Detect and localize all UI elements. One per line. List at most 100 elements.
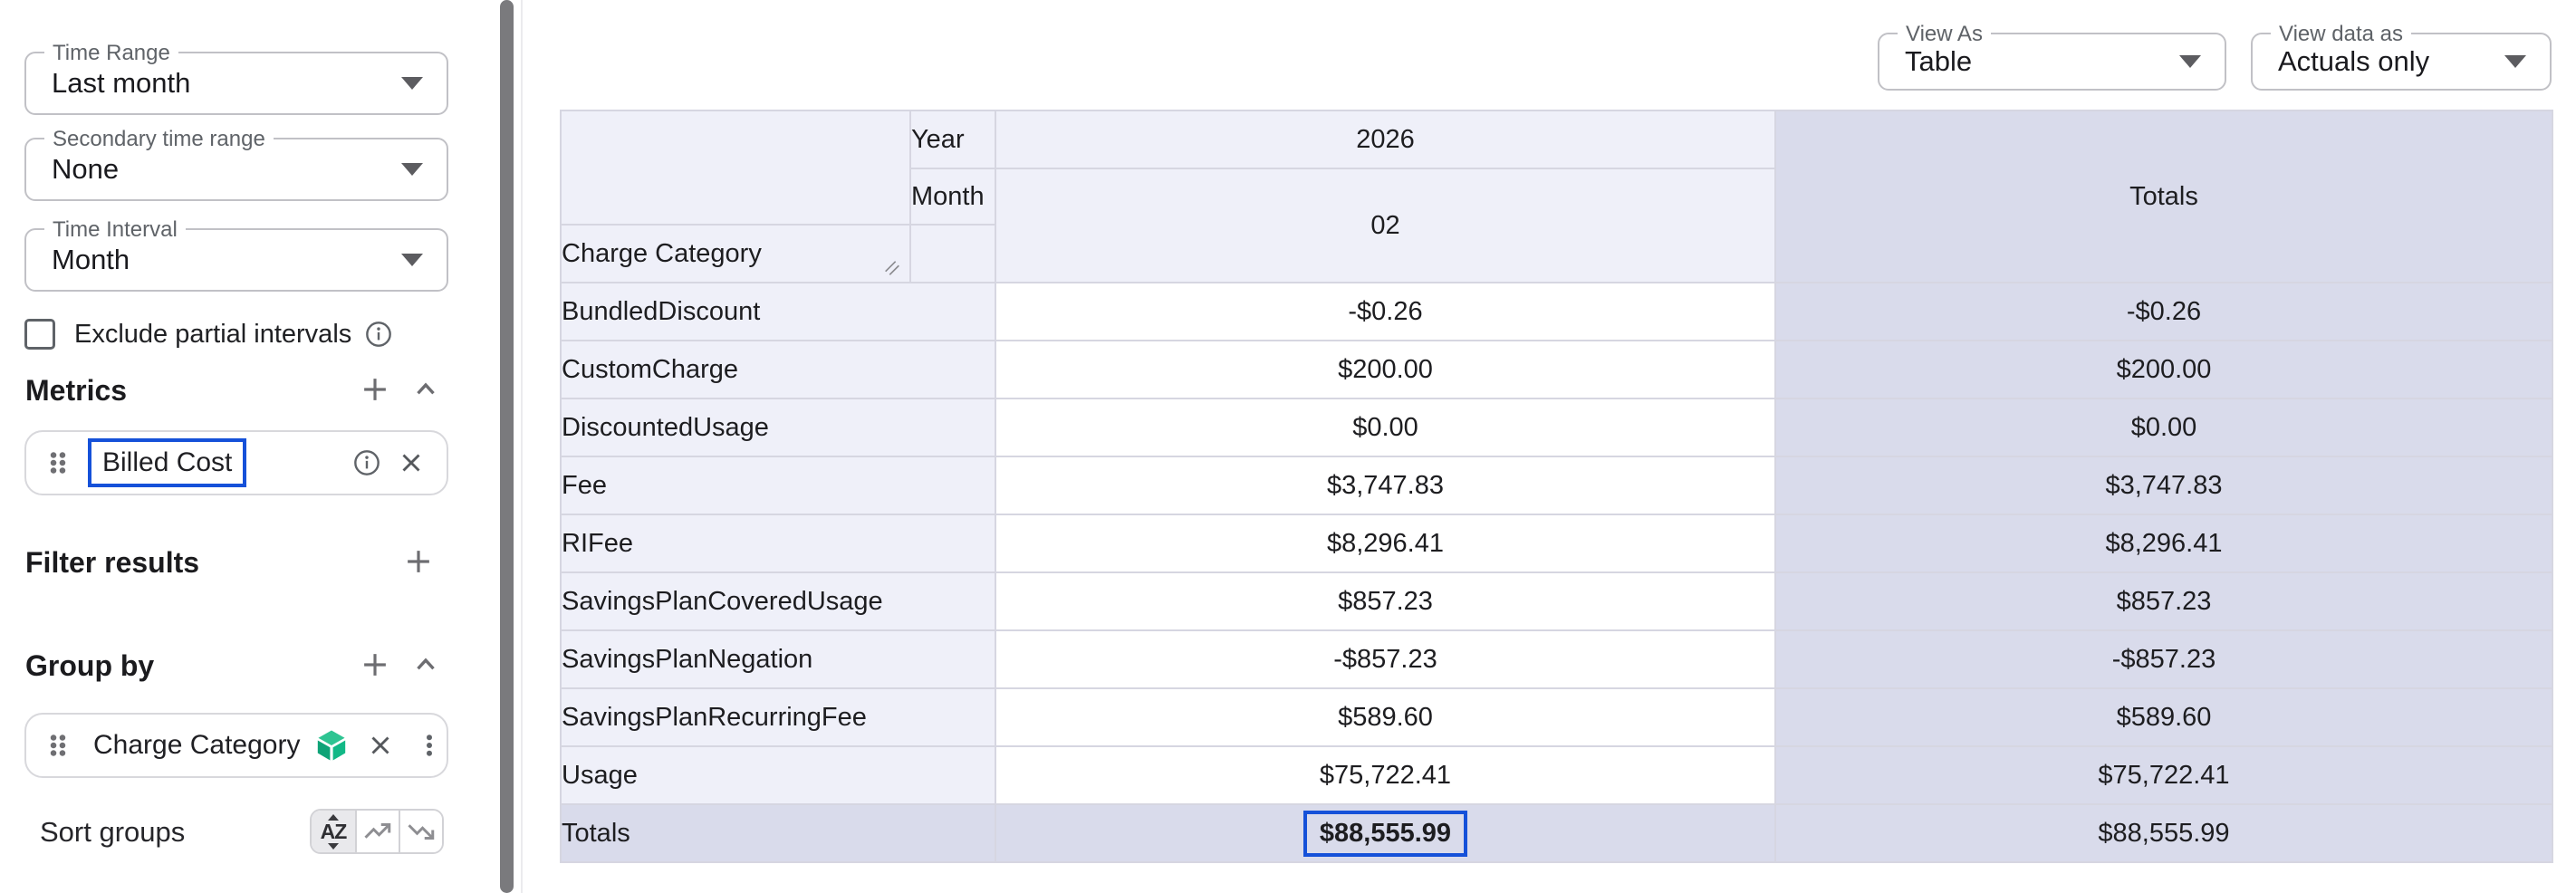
time-interval-select[interactable]: Time Interval Month	[24, 216, 448, 292]
view-as-value: Table	[1905, 45, 1973, 77]
total-value-cell: $75,722.41	[1774, 745, 2553, 805]
add-group-button[interactable]	[355, 645, 395, 685]
trending-up-icon	[364, 823, 391, 839]
time-interval-label: Time Interval	[44, 216, 186, 244]
trending-down-icon	[408, 824, 435, 840]
totals-row-label: Totals	[560, 803, 996, 863]
table-header-empty-cell	[909, 224, 996, 283]
year-header-label: Year	[909, 110, 996, 169]
metric-name: Billed Cost	[102, 447, 233, 477]
row-label-cell: SavingsPlanNegation	[560, 629, 996, 689]
dropdown-arrow-icon	[401, 77, 423, 90]
year-header-value: 2026	[995, 110, 1776, 169]
add-filter-button[interactable]	[399, 542, 438, 581]
view-as-label: View As	[1898, 21, 1991, 48]
totals-row: Totals $88,555.99 $88,555.99	[560, 803, 2553, 863]
dropdown-arrow-icon	[2179, 55, 2201, 68]
row-label-cell: SavingsPlanRecurringFee	[560, 687, 996, 747]
sort-alpha-icon: AZ	[321, 813, 347, 850]
collapse-metrics-icon[interactable]	[406, 370, 446, 409]
total-value-cell: $200.00	[1774, 340, 2553, 399]
row-label-cell: Usage	[560, 745, 996, 805]
month-value-cell: -$0.26	[995, 282, 1776, 341]
row-label-cell: BundledDiscount	[560, 282, 996, 341]
month-value-cell: $0.00	[995, 398, 1776, 457]
time-range-select[interactable]: Time Range Last month	[24, 40, 448, 115]
row-label-cell: Fee	[560, 456, 996, 515]
secondary-time-range-value: None	[52, 153, 120, 185]
exclude-partial-intervals-row: Exclude partial intervals	[24, 319, 393, 350]
view-as-select[interactable]: View As Table	[1878, 21, 2226, 91]
sort-groups-toggle: AZ	[310, 809, 444, 854]
row-label-cell: CustomCharge	[560, 340, 996, 399]
info-icon[interactable]	[364, 320, 393, 349]
filters-sidebar: Time Range Last month Secondary time ran…	[0, 0, 500, 893]
table-row: BundledDiscount -$0.26 -$0.26	[560, 282, 2553, 341]
sort-groups-label: Sort groups	[40, 816, 186, 848]
dropdown-arrow-icon	[401, 254, 423, 266]
total-value-cell: $0.00	[1774, 398, 2553, 457]
time-range-value: Last month	[52, 67, 191, 99]
view-data-as-label: View data as	[2271, 21, 2411, 48]
total-value-cell: -$0.26	[1774, 282, 2553, 341]
totals-month-value-cell[interactable]: $88,555.99	[995, 803, 1776, 863]
month-value-cell: -$857.23	[995, 629, 1776, 689]
row-label-cell: RIFee	[560, 514, 996, 573]
table-row: SavingsPlanCoveredUsage $857.23 $857.23	[560, 571, 2553, 631]
row-dimension-header: Charge Category	[560, 224, 911, 283]
remove-group-icon[interactable]	[365, 730, 396, 761]
row-label-cell: DiscountedUsage	[560, 398, 996, 457]
metric-chip-billed-cost: Billed Cost	[24, 430, 448, 495]
total-value-cell: $8,296.41	[1774, 514, 2553, 573]
total-value-cell: -$857.23	[1774, 629, 2553, 689]
metric-name-input[interactable]: Billed Cost	[88, 438, 247, 487]
metrics-section-title: Metrics	[25, 374, 128, 407]
total-value-cell: $857.23	[1774, 571, 2553, 631]
row-label-cell: SavingsPlanCoveredUsage	[560, 571, 996, 631]
dropdown-arrow-icon	[401, 163, 423, 176]
time-range-label: Time Range	[44, 40, 178, 67]
highlighted-total-value: $88,555.99	[1302, 810, 1468, 857]
secondary-time-range-label: Secondary time range	[44, 126, 274, 153]
table-row: SavingsPlanNegation -$857.23 -$857.23	[560, 629, 2553, 689]
cost-table: Year 2026 Totals Month 02 Charge Categor…	[560, 110, 2553, 863]
month-value-cell: $3,747.83	[995, 456, 1776, 515]
time-interval-value: Month	[52, 244, 130, 275]
month-value-cell: $8,296.41	[995, 514, 1776, 573]
drag-handle-icon[interactable]	[43, 447, 73, 478]
table-row: DiscountedUsage $0.00 $0.00	[560, 398, 2553, 457]
drag-handle-icon[interactable]	[43, 730, 73, 761]
table-corner-cell	[560, 110, 911, 226]
metric-info-icon[interactable]	[352, 448, 381, 477]
group-by-title: Group by	[25, 649, 155, 682]
panel-resizer-scrollbar[interactable]	[500, 0, 514, 893]
exclude-partial-intervals-checkbox[interactable]	[24, 319, 55, 350]
exclude-partial-intervals-label: Exclude partial intervals	[74, 319, 352, 349]
view-data-as-select[interactable]: View data as Actuals only	[2251, 21, 2552, 91]
secondary-time-range-select[interactable]: Secondary time range None	[24, 126, 448, 201]
month-value-cell: $75,722.41	[995, 745, 1776, 805]
collapse-group-by-icon[interactable]	[406, 645, 446, 685]
month-header-label: Month	[909, 168, 996, 226]
panel-edge-divider	[521, 0, 523, 893]
sort-descending-button[interactable]	[399, 811, 442, 852]
filter-results-title: Filter results	[25, 546, 200, 579]
sort-alphabetical-button[interactable]: AZ	[312, 811, 355, 852]
table-row: Usage $75,722.41 $75,722.41	[560, 745, 2553, 805]
total-value-cell: $3,747.83	[1774, 456, 2553, 515]
column-resize-handle[interactable]	[882, 258, 902, 278]
group-dimension-name: Charge Category	[93, 730, 301, 760]
month-value-cell: $589.60	[995, 687, 1776, 747]
table-row: RIFee $8,296.41 $8,296.41	[560, 514, 2553, 573]
grand-total-cell: $88,555.99	[1774, 803, 2553, 863]
totals-column-header: Totals	[1774, 110, 2553, 283]
group-chip-charge-category: Charge Category	[24, 713, 448, 778]
remove-metric-icon[interactable]	[396, 447, 427, 478]
group-options-kebab-icon[interactable]	[416, 730, 443, 761]
month-header-value: 02	[995, 168, 1776, 283]
dropdown-arrow-icon	[2504, 55, 2526, 68]
sort-ascending-button[interactable]	[355, 811, 399, 852]
table-row: Fee $3,747.83 $3,747.83	[560, 456, 2553, 515]
dimension-cube-icon	[314, 728, 349, 763]
add-metric-button[interactable]	[355, 370, 395, 409]
